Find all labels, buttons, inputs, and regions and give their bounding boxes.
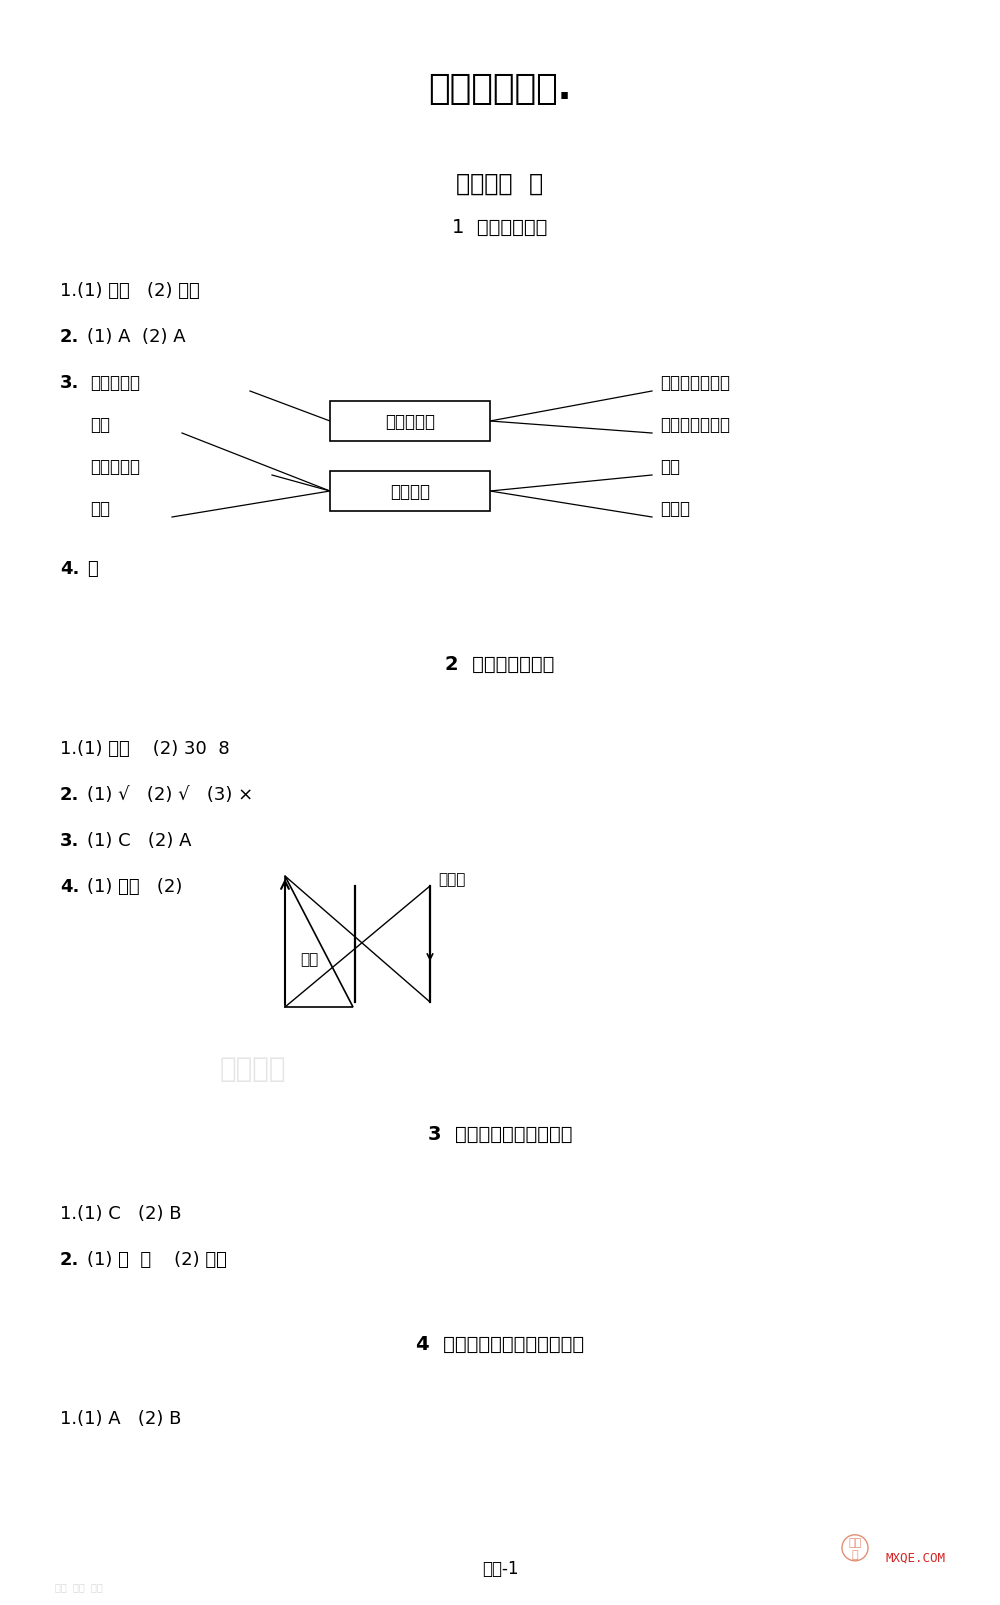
Text: 略: 略 — [87, 560, 98, 578]
Text: 点亮的路灯: 点亮的路灯 — [90, 457, 140, 475]
Text: 2  光是怎样传播的: 2 光是怎样传播的 — [445, 655, 555, 674]
Text: 3.: 3. — [60, 831, 79, 849]
Text: 眼镜: 眼镜 — [90, 416, 110, 433]
Text: (1) A  (2) A: (1) A (2) A — [87, 327, 186, 345]
Text: 2.: 2. — [60, 1250, 79, 1268]
Text: 高楼的玻璃幕墙: 高楼的玻璃幕墙 — [660, 374, 730, 392]
Text: 3  光的传播会遇到阻碍吗: 3 光的传播会遇到阻碍吗 — [428, 1124, 572, 1143]
Text: 3.: 3. — [60, 374, 79, 392]
Text: 点燃的蜡烛: 点燃的蜡烛 — [90, 374, 140, 392]
Text: 4.: 4. — [60, 560, 79, 578]
Text: 部分参考答案.: 部分参考答案. — [428, 72, 572, 106]
Text: (1) √   (2) √   (3) ×: (1) √ (2) √ (3) × — [87, 785, 253, 804]
FancyBboxPatch shape — [330, 472, 490, 512]
Text: (1) 直线   (2): (1) 直线 (2) — [87, 878, 182, 896]
Text: 答案  答案  答案: 答案 答案 答案 — [55, 1581, 103, 1591]
Text: 雷电: 雷电 — [660, 457, 680, 475]
Text: 1.(1) A   (2) B: 1.(1) A (2) B — [60, 1409, 181, 1427]
Text: 亮着的手机屏幕: 亮着的手机屏幕 — [660, 416, 730, 433]
Text: 1.(1) 直线    (2) 30  8: 1.(1) 直线 (2) 30 8 — [60, 740, 230, 758]
Text: 4  光的传播方向会发生改变吗: 4 光的传播方向会发生改变吗 — [416, 1334, 584, 1353]
Text: 1.(1) 光源   (2) 太阳: 1.(1) 光源 (2) 太阳 — [60, 282, 200, 300]
Text: 2.: 2. — [60, 785, 79, 804]
FancyBboxPatch shape — [330, 401, 490, 441]
Text: MXQE.COM: MXQE.COM — [885, 1550, 945, 1563]
Text: 接收屏: 接收屏 — [438, 872, 465, 886]
Text: 属于光源: 属于光源 — [390, 483, 430, 501]
Text: 答案
圈: 答案 圈 — [848, 1538, 862, 1558]
Text: (1) 东  南    (2) 日食: (1) 东 南 (2) 日食 — [87, 1250, 227, 1268]
Text: 第一单元  光: 第一单元 光 — [456, 172, 544, 196]
Text: 答案-1: 答案-1 — [482, 1558, 518, 1578]
Text: (1) C   (2) A: (1) C (2) A — [87, 831, 192, 849]
Text: 4.: 4. — [60, 878, 79, 896]
Text: 小孔: 小孔 — [300, 952, 318, 966]
Text: 作业答案: 作业答案 — [220, 1054, 287, 1082]
Text: 不属于光源: 不属于光源 — [385, 412, 435, 430]
Text: 2.: 2. — [60, 327, 79, 345]
Text: 1  有关光的思考: 1 有关光的思考 — [452, 218, 548, 238]
Text: 发光鱼: 发光鱼 — [660, 499, 690, 518]
Text: 1.(1) C   (2) B: 1.(1) C (2) B — [60, 1204, 182, 1223]
Text: 月光: 月光 — [90, 499, 110, 518]
